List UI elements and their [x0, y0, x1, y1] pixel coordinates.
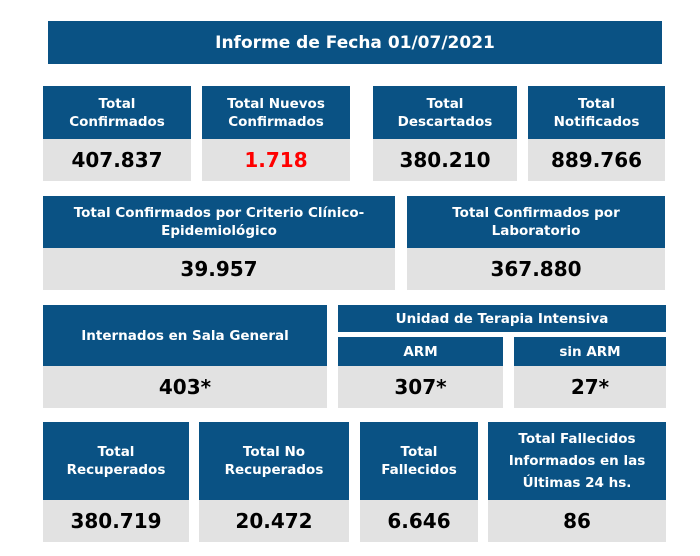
no-recuperados-label: Total No Recuperados: [199, 422, 349, 500]
criterio-clinico-label: Total Confirmados por Criterio Clínico-E…: [43, 196, 395, 248]
uti-label: Unidad de Terapia Intensiva: [338, 305, 666, 332]
criterio-clinico-value: 39.957: [43, 248, 395, 290]
internados-label: Internados en Sala General: [43, 305, 327, 366]
recuperados-value: 380.719: [43, 500, 189, 542]
fallecidos-24h-label: Total Fallecidos Informados en las Últim…: [488, 422, 666, 500]
total-confirmados-value: 407.837: [43, 139, 191, 181]
no-recuperados-value: 20.472: [199, 500, 349, 542]
laboratorio-label: Total Confirmados por Laboratorio: [407, 196, 665, 248]
fallecidos-24h-value: 86: [488, 500, 666, 542]
arm-label: ARM: [338, 337, 503, 366]
internados-value: 403*: [43, 366, 327, 408]
recuperados-label: Total Recuperados: [43, 422, 189, 500]
total-notificados-value: 889.766: [528, 139, 665, 181]
laboratorio-value: 367.880: [407, 248, 665, 290]
total-confirmados-label: Total Confirmados: [43, 86, 191, 139]
fallecidos-value: 6.646: [360, 500, 478, 542]
total-descartados-label: Total Descartados: [373, 86, 517, 139]
report-title: Informe de Fecha 01/07/2021: [48, 21, 662, 64]
sin-arm-label: sin ARM: [514, 337, 666, 366]
total-nuevos-confirmados-value: 1.718: [202, 139, 350, 181]
fallecidos-label: Total Fallecidos: [360, 422, 478, 500]
total-nuevos-confirmados-label: Total Nuevos Confirmados: [202, 86, 350, 139]
sin-arm-value: 27*: [514, 366, 666, 408]
arm-value: 307*: [338, 366, 503, 408]
total-descartados-value: 380.210: [373, 139, 517, 181]
total-notificados-label: Total Notificados: [528, 86, 665, 139]
